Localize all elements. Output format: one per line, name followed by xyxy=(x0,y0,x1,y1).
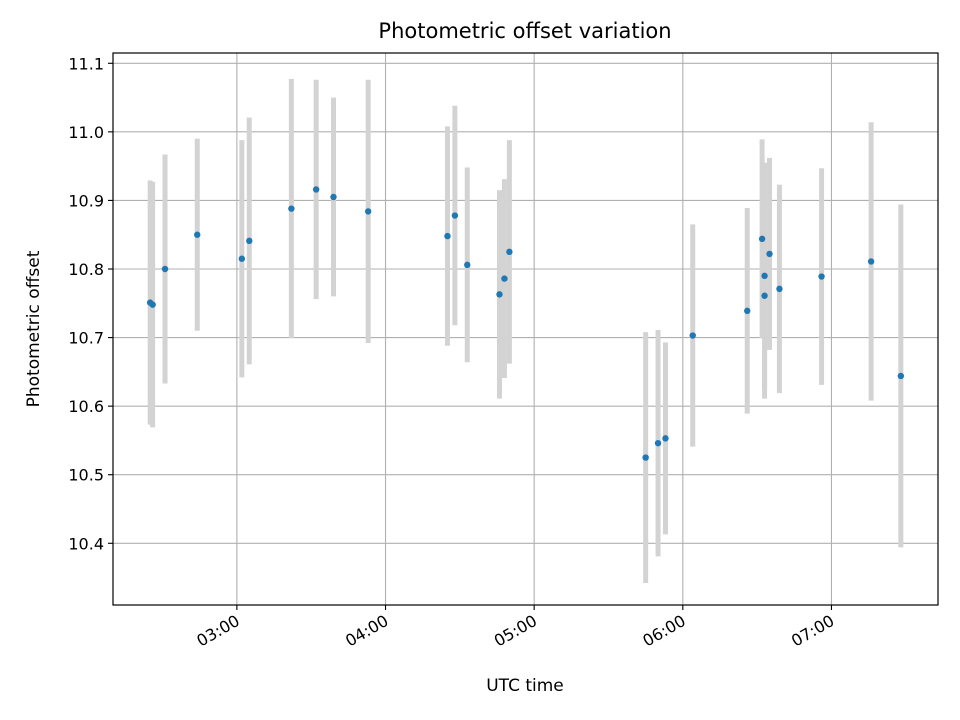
x-axis-label: UTC time xyxy=(486,676,564,696)
data-point xyxy=(501,275,508,282)
y-tick-label: 10.5 xyxy=(68,466,104,485)
data-point xyxy=(496,291,503,298)
y-axis-ticks: 10.4 10.5 10.6 10.7 10.8 10.9 11.0 11.1 xyxy=(68,54,113,553)
data-point xyxy=(288,205,295,212)
data-point xyxy=(654,439,662,447)
data-point xyxy=(662,435,669,442)
y-tick-label: 10.7 xyxy=(68,329,104,348)
data-points xyxy=(146,186,905,461)
data-point xyxy=(818,273,825,280)
data-point xyxy=(238,255,246,262)
y-tick-label: 11.1 xyxy=(68,54,104,73)
data-point xyxy=(194,231,201,238)
y-tick-label: 10.4 xyxy=(68,534,104,553)
data-point xyxy=(149,301,156,308)
data-point xyxy=(689,332,696,339)
data-point xyxy=(161,265,169,273)
y-tick-label: 10.9 xyxy=(68,191,104,210)
y-tick-label: 11.0 xyxy=(68,123,104,142)
data-point xyxy=(761,292,768,299)
data-point xyxy=(761,272,768,280)
data-point xyxy=(444,232,451,240)
data-point xyxy=(464,261,471,269)
chart-title: Photometric offset variation xyxy=(378,19,671,43)
data-point xyxy=(642,454,649,461)
data-point xyxy=(766,250,773,258)
data-point xyxy=(758,235,766,243)
data-point xyxy=(867,258,875,265)
y-axis-label: Photometric offset xyxy=(24,250,44,407)
data-point xyxy=(246,237,253,245)
data-point xyxy=(506,248,513,256)
data-point xyxy=(776,285,783,293)
data-point xyxy=(451,212,459,219)
data-point xyxy=(744,307,751,315)
y-tick-label: 10.6 xyxy=(68,397,104,416)
data-point xyxy=(897,372,905,380)
data-point xyxy=(312,186,320,193)
y-tick-label: 10.8 xyxy=(68,260,104,279)
plot-frame xyxy=(112,52,939,606)
data-point xyxy=(330,193,337,201)
data-point xyxy=(364,208,372,215)
